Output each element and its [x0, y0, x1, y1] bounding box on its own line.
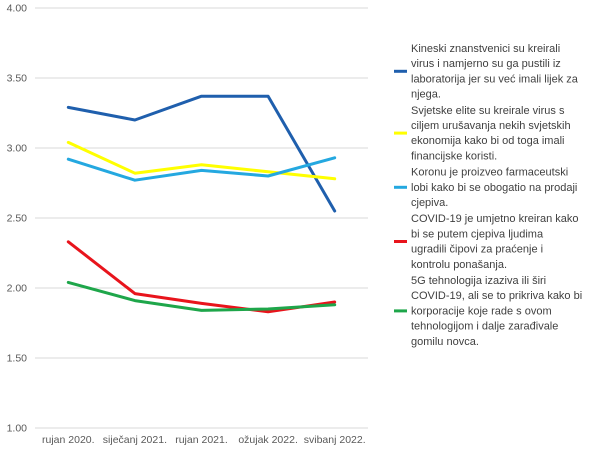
legend-label: Koronu je proizveo farmaceutski: [411, 167, 568, 179]
legend-label: virus i namjerno su ga pustili iz: [411, 58, 561, 70]
series-line-3: [66, 156, 337, 182]
y-tick-label: 3.00: [7, 143, 28, 155]
series-line-1: [66, 94, 337, 213]
x-tick-label: svibanj 2022.: [304, 434, 366, 446]
y-tick-label: 1.50: [7, 353, 28, 365]
legend-label: tehnologijom i dalje zarađivale: [411, 321, 558, 333]
legend-label: lobi kako bi se obogatio na prodaji: [411, 182, 577, 194]
y-tick-label: 2.50: [7, 213, 28, 225]
y-tick-label: 2.00: [7, 283, 28, 295]
legend-label: financijske koristi.: [411, 150, 497, 162]
legend-label: gomilu novca.: [411, 336, 479, 348]
legend-label: 5G tehnologija izaziva ili širi: [411, 275, 546, 287]
legend-label: COVID-19 je umjetno kreiran kako: [411, 213, 579, 225]
y-tick-label: 1.00: [7, 423, 28, 435]
x-tick-label: ožujak 2022.: [238, 434, 298, 446]
x-tick-label: rujan 2021.: [175, 434, 228, 446]
legend-label: laboratorija jer su već imali lijek za: [411, 73, 579, 85]
x-tick-label: siječanj 2021.: [103, 434, 167, 446]
legend-label: Kineski znanstvenici su kreirali: [411, 43, 560, 55]
legend-label: ekonomija kako bi od toga imali: [411, 135, 564, 147]
y-tick-label: 4.00: [7, 3, 28, 15]
series-line-5: [66, 280, 337, 312]
legend-label: Svjetske elite su kreirale virus s: [411, 105, 565, 117]
legend-label: COVID-19, ali se to prikriva kako bi: [411, 290, 582, 302]
legend-label: ugradili čipovi za praćenje i: [411, 244, 543, 256]
legend-label: njega.: [411, 89, 441, 101]
legend-label: cjepiva.: [411, 197, 448, 209]
legend-label: kontrolu ponašanja.: [411, 259, 507, 271]
legend-label: ciljem urušavanja nekih svjetskih: [411, 120, 571, 132]
series-line-2: [66, 140, 337, 181]
series-line-4: [66, 240, 337, 314]
legend-label: korporacije koje rade s ovom: [411, 305, 552, 317]
y-tick-label: 3.50: [7, 73, 28, 85]
legend-label: bi se putem cjepiva ljudima: [411, 228, 544, 240]
x-tick-label: rujan 2020.: [42, 434, 95, 446]
